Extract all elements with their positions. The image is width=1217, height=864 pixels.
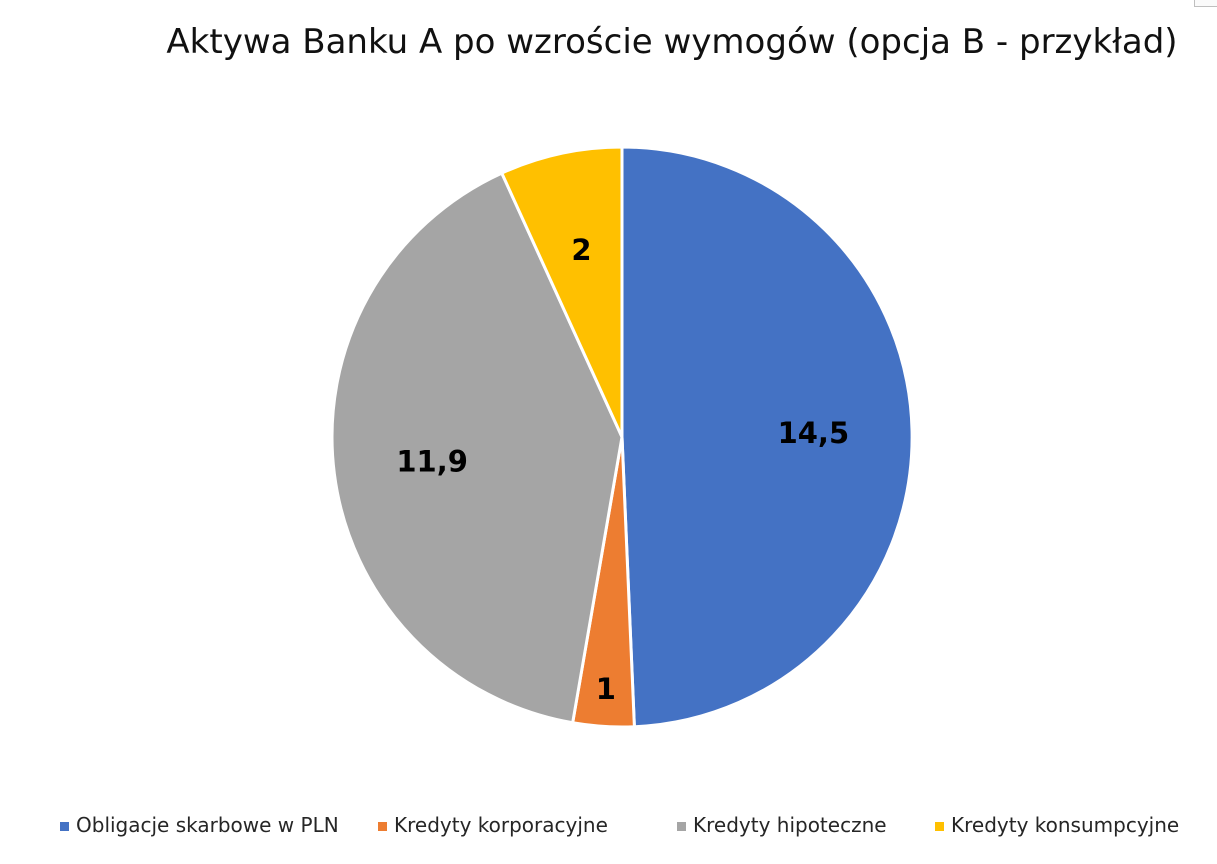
legend-label: Kredyty hipoteczne	[693, 813, 887, 837]
data-label-kredyty-korporacyjne: 1	[596, 672, 616, 706]
legend-item-kredyty-hipoteczne: Kredyty hipoteczne	[677, 813, 887, 837]
data-label-kredyty-hipoteczne: 11,9	[396, 444, 468, 478]
legend-swatch	[60, 822, 69, 831]
data-label-kredyty-konsumpcyjne: 2	[571, 233, 591, 267]
legend-item-obligacje-skarbowe-w-pln: Obligacje skarbowe w PLN	[60, 813, 339, 837]
legend-item-kredyty-korporacyjne: Kredyty korporacyjne	[378, 813, 608, 837]
legend-swatch	[378, 822, 387, 831]
legend-item-kredyty-konsumpcyjne: Kredyty konsumpcyjne	[935, 813, 1179, 837]
chart-frame-corner	[1194, 0, 1217, 7]
pie-slice-kredyty-konsumpcyjne	[500, 145, 624, 439]
legend-label: Kredyty konsumpcyjne	[951, 813, 1179, 837]
legend: Obligacje skarbowe w PLN Kredyty korporac…	[60, 813, 1179, 837]
pie-slice-kredyty-hipoteczne	[330, 171, 624, 725]
legend-swatch	[935, 822, 944, 831]
pie-slices	[330, 145, 914, 729]
legend-label: Kredyty korporacyjne	[394, 813, 608, 837]
pie-slice-obligacje-skarbowe-w-pln	[620, 145, 914, 729]
legend-label: Obligacje skarbowe w PLN	[76, 813, 339, 837]
legend-swatch	[677, 822, 686, 831]
data-labels: 14,5 1 11,9 2	[396, 233, 849, 706]
chart-title: Aktywa Banku A po wzroście wymogów (opcj…	[166, 22, 1177, 62]
data-label-obligacje-skarbowe-w-pln: 14,5	[778, 416, 850, 450]
